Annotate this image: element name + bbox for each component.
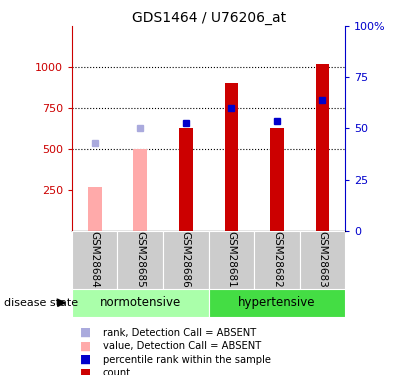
Text: GSM28684: GSM28684 — [90, 231, 100, 288]
Bar — [163, 231, 209, 289]
Bar — [300, 231, 345, 289]
Text: ■: ■ — [80, 340, 91, 352]
Text: disease state: disease state — [4, 298, 78, 308]
Text: GSM28686: GSM28686 — [181, 231, 191, 288]
Bar — [88, 187, 102, 231]
Bar — [179, 128, 193, 231]
Text: ■: ■ — [80, 353, 91, 366]
Bar — [254, 231, 300, 289]
Bar — [72, 289, 209, 317]
Text: GSM28685: GSM28685 — [135, 231, 145, 288]
Text: count: count — [103, 368, 131, 375]
Text: GSM28682: GSM28682 — [272, 231, 282, 288]
Text: rank, Detection Call = ABSENT: rank, Detection Call = ABSENT — [103, 328, 256, 338]
Bar — [270, 128, 284, 231]
Title: GDS1464 / U76206_at: GDS1464 / U76206_at — [132, 11, 286, 25]
Bar — [316, 64, 329, 231]
Text: GSM28683: GSM28683 — [317, 231, 328, 288]
Text: ■: ■ — [80, 326, 91, 339]
Text: percentile rank within the sample: percentile rank within the sample — [103, 355, 271, 364]
Bar — [209, 231, 254, 289]
Bar — [224, 84, 238, 231]
Bar — [134, 149, 147, 231]
Bar — [209, 289, 345, 317]
Text: ■: ■ — [80, 367, 91, 375]
Text: GSM28681: GSM28681 — [226, 231, 236, 288]
Text: value, Detection Call = ABSENT: value, Detection Call = ABSENT — [103, 341, 261, 351]
Bar — [118, 231, 163, 289]
Text: hypertensive: hypertensive — [238, 296, 316, 309]
Text: normotensive: normotensive — [99, 296, 181, 309]
Bar — [72, 231, 118, 289]
